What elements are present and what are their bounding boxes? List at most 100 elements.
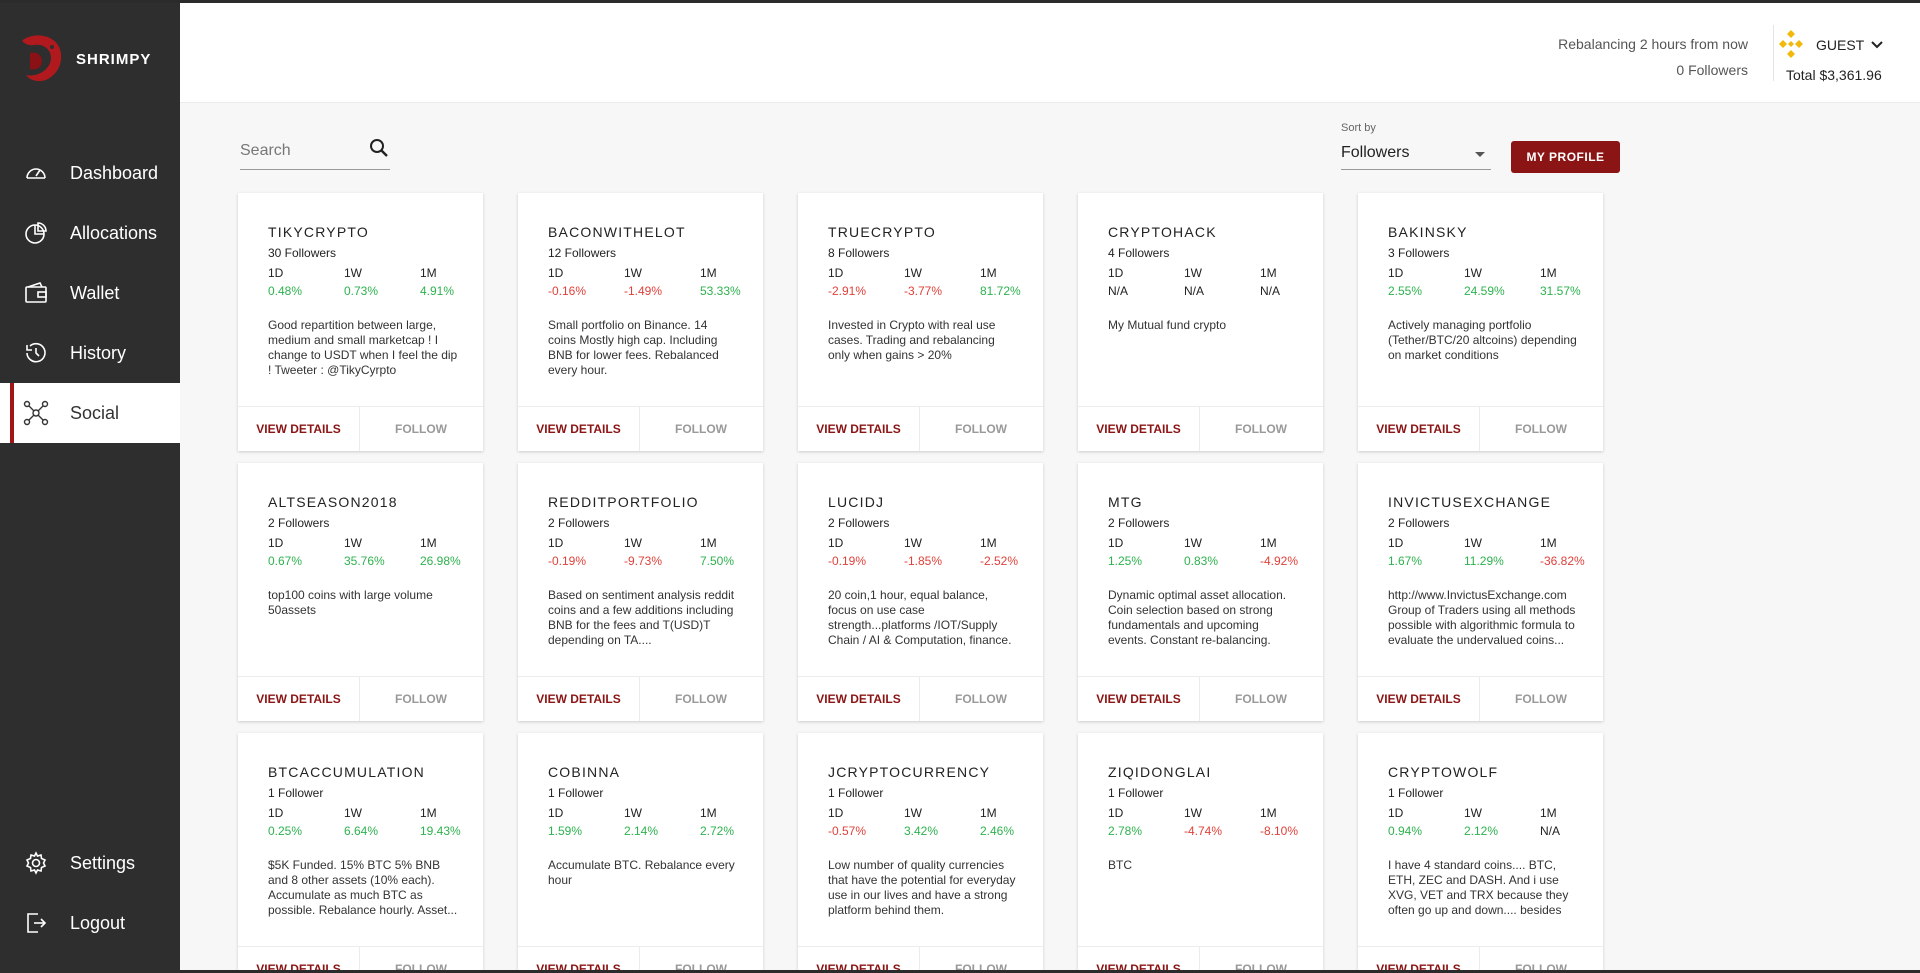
- portfolio-total: Total $3,361.96: [1786, 67, 1882, 83]
- portfolio-description: BTC: [1108, 858, 1132, 872]
- view-details-button[interactable]: VIEW DETAILS: [1358, 677, 1480, 721]
- follow-button[interactable]: FOLLOW: [1515, 692, 1567, 706]
- portfolio-description: Invested in Crypto with real use cases. …: [828, 318, 996, 362]
- portfolio-name[interactable]: LUCIDJ: [828, 494, 885, 510]
- portfolio-followers: 2 Followers: [1108, 516, 1170, 530]
- perf-period-label: 1D: [828, 806, 844, 820]
- perf-period-label: 1M: [1260, 536, 1277, 550]
- portfolio-name[interactable]: INVICTUSEXCHANGE: [1388, 494, 1552, 510]
- sidebar-item-logout[interactable]: Logout: [0, 893, 180, 953]
- follow-button[interactable]: FOLLOW: [1235, 962, 1287, 973]
- chevron-down-icon: [1871, 41, 1883, 49]
- portfolio-card: INVICTUSEXCHANGE 2 Followers 1D 1.67% 1W 11.2…: [1358, 463, 1603, 721]
- perf-period-label: 1W: [1464, 536, 1482, 550]
- portfolio-name[interactable]: JCRYPTOCURRENCY: [828, 764, 991, 780]
- card-actions: VIEW DETAILS FOLLOW: [1358, 406, 1603, 451]
- sort-select[interactable]: Followers: [1341, 140, 1491, 170]
- perf-value: 31.57%: [1540, 284, 1581, 298]
- view-details-button[interactable]: VIEW DETAILS: [518, 947, 640, 973]
- perf-period-label: 1M: [1540, 806, 1557, 820]
- view-details-button[interactable]: VIEW DETAILS: [1358, 407, 1480, 451]
- portfolio-description: Accumulate BTC. Rebalance every hour: [548, 858, 735, 887]
- portfolio-name[interactable]: CRYPTOWOLF: [1388, 764, 1499, 780]
- follow-button[interactable]: FOLLOW: [1515, 422, 1567, 436]
- sidebar-item-history[interactable]: History: [0, 323, 180, 383]
- perf-period-label: 1M: [1540, 536, 1557, 550]
- follow-button[interactable]: FOLLOW: [395, 422, 447, 436]
- perf-period-label: 1M: [980, 806, 997, 820]
- perf-value: 0.25%: [268, 824, 303, 838]
- follow-button[interactable]: FOLLOW: [955, 422, 1007, 436]
- perf-value: -2.91%: [828, 284, 867, 298]
- perf-period-label: 1M: [980, 266, 997, 280]
- portfolio-card: CRYPTOHACK 4 Followers 1D N/A 1W N/A 1M N/A My M…: [1078, 193, 1323, 451]
- view-details-button[interactable]: VIEW DETAILS: [1358, 947, 1480, 973]
- brand[interactable]: SHRIMPY: [16, 31, 151, 87]
- portfolio-name[interactable]: BAKINSKY: [1388, 224, 1468, 240]
- card-actions: VIEW DETAILS FOLLOW: [798, 406, 1043, 451]
- perf-value: -9.73%: [624, 554, 663, 568]
- view-details-button[interactable]: VIEW DETAILS: [1078, 947, 1200, 973]
- view-details-button[interactable]: VIEW DETAILS: [518, 407, 640, 451]
- perf-value: N/A: [1540, 824, 1561, 838]
- portfolio-card: CRYPTOWOLF 1 Follower 1D 0.94% 1W 2.12% 1M N/A I…: [1358, 733, 1603, 973]
- search-icon[interactable]: [368, 137, 390, 159]
- portfolio-name[interactable]: CRYPTOHACK: [1108, 224, 1217, 240]
- card-actions: VIEW DETAILS FOLLOW: [1358, 946, 1603, 973]
- follow-button[interactable]: FOLLOW: [395, 692, 447, 706]
- my-profile-button[interactable]: MY PROFILE: [1511, 141, 1620, 173]
- gauge-icon: [22, 159, 50, 187]
- follow-button[interactable]: FOLLOW: [1235, 692, 1287, 706]
- view-details-button[interactable]: VIEW DETAILS: [798, 947, 920, 973]
- portfolio-followers: 3 Followers: [1388, 246, 1450, 260]
- portfolio-name[interactable]: BTCACCUMULATION: [268, 764, 425, 780]
- rebalance-text: Rebalancing 2 hours from now: [1558, 36, 1748, 52]
- sidebar-item-social[interactable]: Social: [0, 383, 180, 443]
- follow-button[interactable]: FOLLOW: [395, 962, 447, 973]
- portfolio-name[interactable]: ALTSEASON2018: [268, 494, 398, 510]
- perf-1d: 1D 1.59%: [548, 806, 582, 838]
- follow-button[interactable]: FOLLOW: [1515, 962, 1567, 973]
- portfolio-name[interactable]: TIKYCRYPTO: [268, 224, 369, 240]
- view-details-button[interactable]: VIEW DETAILS: [798, 677, 920, 721]
- follow-button[interactable]: FOLLOW: [955, 692, 1007, 706]
- perf-1m: 1M 4.91%: [420, 266, 454, 298]
- search-input[interactable]: [240, 135, 360, 167]
- follow-button[interactable]: FOLLOW: [675, 422, 727, 436]
- perf-value: N/A: [1184, 284, 1205, 298]
- follow-button[interactable]: FOLLOW: [675, 692, 727, 706]
- perf-period-label: 1D: [1108, 266, 1124, 280]
- follow-button[interactable]: FOLLOW: [955, 962, 1007, 973]
- portfolio-name[interactable]: BACONWITHELOT: [548, 224, 686, 240]
- portfolio-name[interactable]: ZIQIDONGLAI: [1108, 764, 1212, 780]
- follow-button[interactable]: FOLLOW: [1235, 422, 1287, 436]
- perf-period-label: 1M: [700, 266, 717, 280]
- portfolio-name[interactable]: COBINNA: [548, 764, 621, 780]
- view-details-button[interactable]: VIEW DETAILS: [238, 677, 360, 721]
- perf-period-label: 1M: [420, 806, 437, 820]
- account-name[interactable]: GUEST: [1816, 37, 1884, 53]
- view-details-button[interactable]: VIEW DETAILS: [518, 677, 640, 721]
- perf-period-label: 1D: [828, 536, 844, 550]
- portfolio-description: Dynamic optimal asset allocation. Coin s…: [1108, 588, 1287, 647]
- perf-1d: 1D -0.19%: [548, 536, 586, 568]
- view-details-button[interactable]: VIEW DETAILS: [798, 407, 920, 451]
- sidebar-item-settings[interactable]: Settings: [0, 833, 180, 893]
- perf-period-label: 1M: [1260, 266, 1277, 280]
- perf-1d: 1D 0.67%: [268, 536, 302, 568]
- perf-period-label: 1W: [904, 536, 922, 550]
- sidebar-item-allocations[interactable]: Allocations: [0, 203, 180, 263]
- view-details-button[interactable]: VIEW DETAILS: [238, 407, 360, 451]
- portfolio-name[interactable]: REDDITPORTFOLIO: [548, 494, 699, 510]
- sort-value: Followers: [1341, 144, 1410, 161]
- sidebar-item-wallet[interactable]: Wallet: [0, 263, 180, 323]
- perf-value: -3.77%: [904, 284, 943, 298]
- view-details-button[interactable]: VIEW DETAILS: [238, 947, 360, 973]
- view-details-button[interactable]: VIEW DETAILS: [1078, 407, 1200, 451]
- follow-button[interactable]: FOLLOW: [675, 962, 727, 973]
- perf-value: 2.46%: [980, 824, 1015, 838]
- portfolio-name[interactable]: TRUECRYPTO: [828, 224, 936, 240]
- portfolio-name[interactable]: MTG: [1108, 494, 1143, 510]
- sidebar-item-dashboard[interactable]: Dashboard: [0, 143, 180, 203]
- view-details-button[interactable]: VIEW DETAILS: [1078, 677, 1200, 721]
